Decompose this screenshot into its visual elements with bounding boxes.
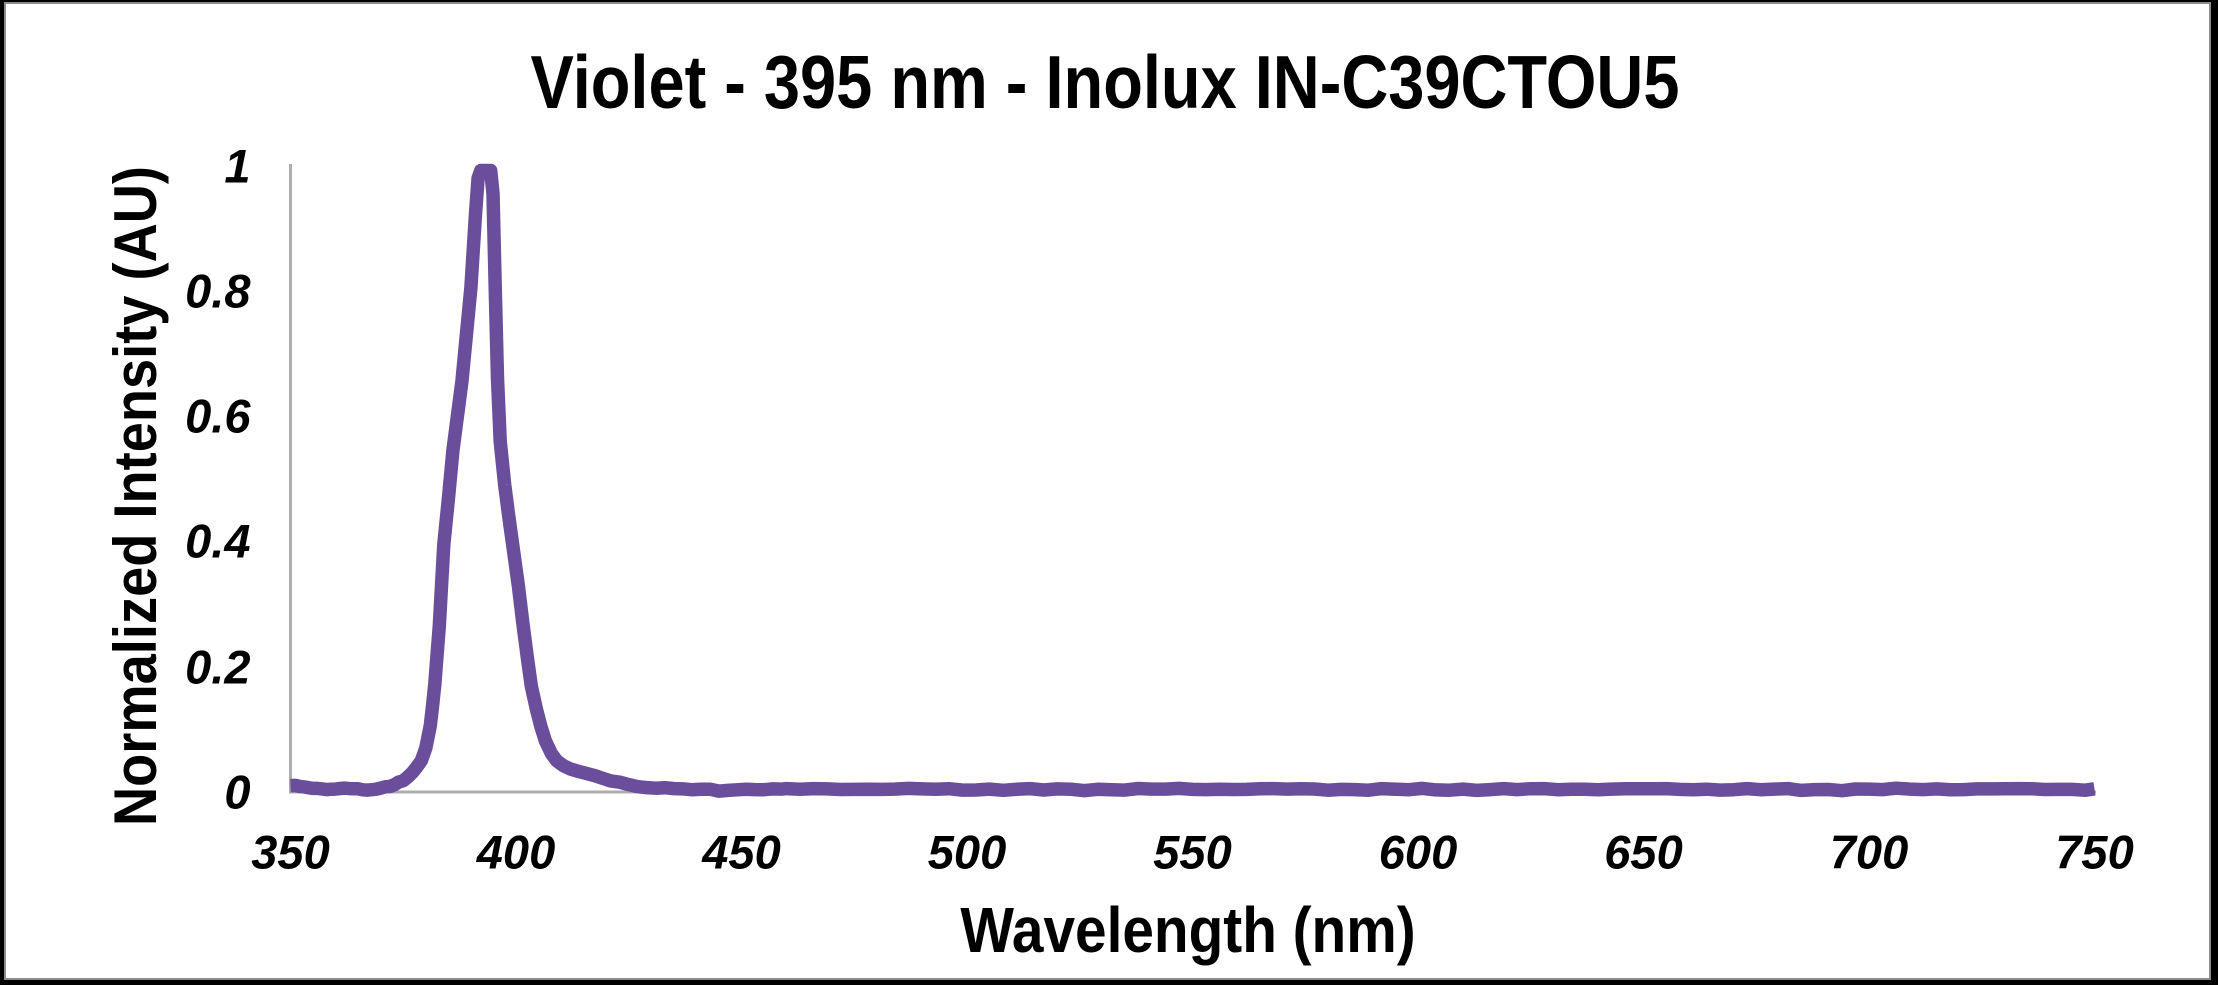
y-axis-title: Normalized Intensity (AU) [102, 131, 169, 861]
x-axis-title: Wavelength (nm) [931, 898, 1444, 962]
x-tick-label: 600 [1378, 825, 1458, 878]
x-tick-label: 500 [927, 825, 1007, 878]
y-tick-label: 0.8 [185, 264, 251, 318]
y-tick-label: 0 [224, 765, 251, 819]
x-tick-label: 700 [1829, 825, 1909, 878]
y-tick-label: 1 [224, 139, 251, 192]
series-line-violet [288, 163, 2096, 798]
y-tick-label: 0.6 [185, 389, 251, 443]
chart-title: Violet - 395 nm - Inolux IN-C39CTOU5 [442, 45, 1769, 120]
x-tick-label: 400 [476, 825, 556, 878]
x-tick-label: 650 [1604, 825, 1683, 878]
y-axis-title-text: Normalized Intensity (AU) [102, 166, 169, 826]
x-tick-label: 450 [702, 825, 781, 878]
x-tick-label: 550 [1153, 825, 1232, 878]
x-tick-label: 350 [251, 825, 330, 878]
x-tick-label: 750 [2055, 825, 2134, 878]
y-tick-label: 0.4 [185, 514, 251, 568]
x-axis-title-text: Wavelength (nm) [960, 894, 1416, 966]
y-tick-label: 0.2 [185, 640, 251, 694]
chart-title-text: Violet - 395 nm - Inolux IN-C39CTOU5 [530, 40, 1680, 124]
